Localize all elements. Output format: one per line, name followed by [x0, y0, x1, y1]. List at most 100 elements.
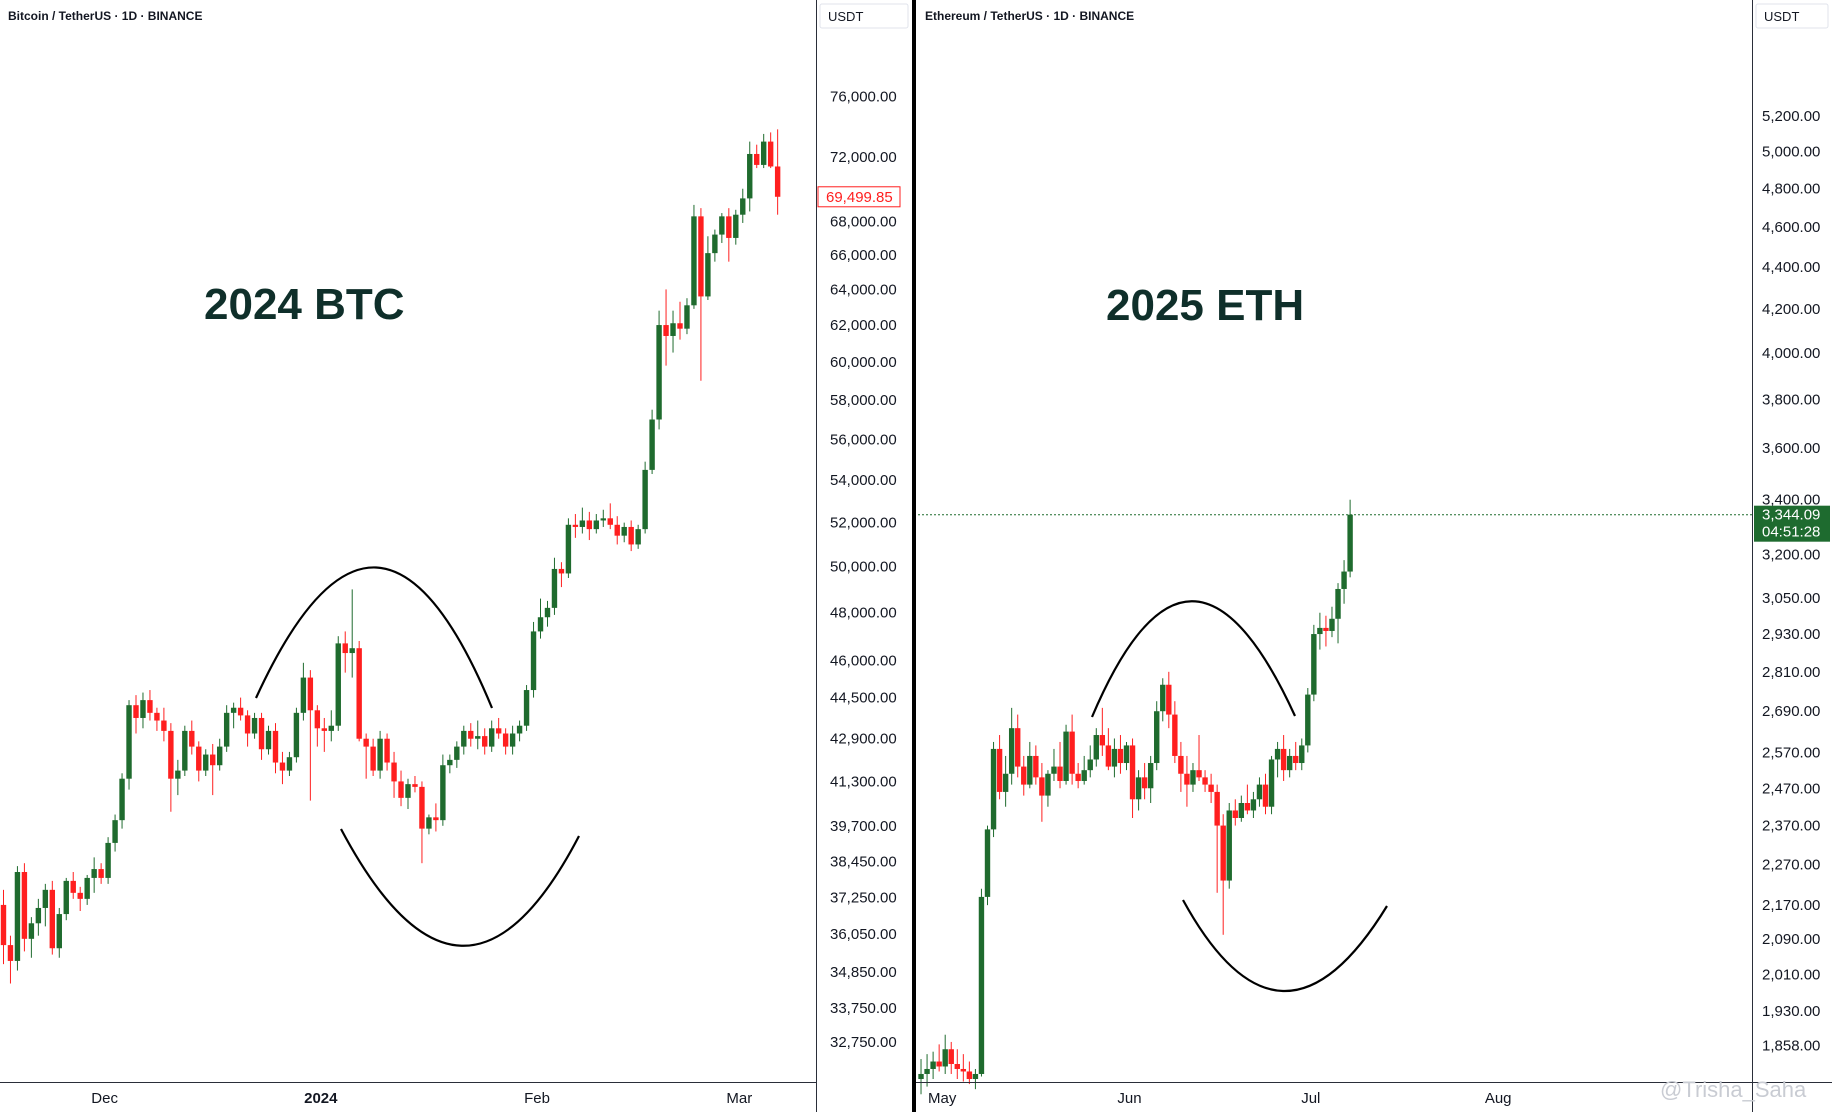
btc-candle: [335, 636, 341, 731]
btc-candle-body: [614, 524, 620, 536]
eth-candle: [1045, 770, 1051, 807]
eth-candle: [1129, 738, 1136, 818]
eth-candle-body: [1202, 777, 1208, 785]
btc-candle-body: [551, 568, 558, 608]
btc-time-axis[interactable]: Dec 2024 Feb Mar: [0, 1082, 816, 1108]
btc-y-tick-label: 37,250.00: [830, 889, 897, 906]
eth-candle-body: [1021, 766, 1027, 785]
eth-candle-body: [1105, 745, 1112, 767]
btc-y-tick-label: 42,900.00: [830, 731, 897, 748]
eth-chart-panel[interactable]: Ethereum / TetherUS · 1D · BINANCE 2025 …: [918, 9, 1752, 1095]
btc-candle-body: [35, 907, 42, 924]
btc-y-tick-label: 44,500.00: [830, 690, 897, 707]
eth-symbol-header[interactable]: Ethereum / TetherUS · 1D · BINANCE: [925, 9, 1134, 23]
eth-candle-body: [1226, 810, 1232, 881]
btc-candle: [600, 509, 606, 527]
btc-candle-body: [760, 141, 767, 165]
btc-candle: [572, 514, 579, 538]
eth-y-tick-label: 3,050.00: [1762, 590, 1820, 607]
btc-y-tick-label: 32,750.00: [830, 1034, 897, 1051]
btc-candle-body: [286, 757, 293, 771]
btc-last-price-badge: 69,499.85: [817, 186, 901, 208]
eth-candle: [1274, 741, 1281, 778]
btc-candle: [223, 705, 230, 752]
btc-candle: [328, 710, 334, 742]
eth-candle-body: [1347, 514, 1353, 572]
btc-candle-body: [196, 746, 202, 771]
eth-candle-body: [1051, 766, 1057, 774]
eth-candle-body: [1184, 773, 1190, 785]
btc-candle-body: [154, 712, 160, 721]
eth-time-axis[interactable]: May Jun Jul Aug: [916, 1082, 1832, 1108]
eth-candle: [924, 1054, 930, 1087]
eth-candle: [1293, 741, 1299, 771]
eth-candle-body: [1214, 791, 1220, 826]
eth-candle: [1329, 606, 1335, 638]
btc-candle-body: [112, 820, 118, 843]
btc-candle: [412, 775, 418, 793]
btc-candle: [670, 310, 676, 353]
eth-candle: [1214, 784, 1220, 893]
btc-chart-panel[interactable]: Bitcoin / TetherUS · 1D · BINANCE 2024 B…: [0, 9, 781, 984]
btc-candle-body: [600, 518, 606, 521]
eth-candle: [1051, 748, 1057, 781]
eth-candle-body: [1033, 755, 1039, 778]
btc-candle: [558, 562, 565, 588]
btc-x-tick-label: Mar: [726, 1090, 752, 1107]
btc-candle-body: [537, 617, 544, 632]
eth-y-tick-label: 2,090.00: [1762, 931, 1820, 948]
btc-y-ticks: 76,000.00 72,000.00 68,000.00 66,000.00 64,0…: [830, 88, 897, 1051]
btc-candle: [530, 621, 537, 698]
btc-candle: [691, 204, 697, 309]
btc-y-tick-label: 52,000.00: [830, 515, 897, 532]
btc-candle-body: [544, 607, 551, 618]
btc-candle-body: [244, 715, 251, 734]
eth-candle: [1286, 748, 1293, 778]
btc-candle-body: [712, 234, 718, 254]
eth-candle: [1238, 795, 1245, 822]
btc-candle-body: [607, 518, 613, 525]
btc-candle: [321, 717, 328, 752]
btc-candle: [614, 516, 620, 545]
eth-candle: [1232, 799, 1238, 826]
eth-candle: [996, 735, 1003, 800]
eth-candle-body: [1160, 684, 1166, 712]
btc-candle-body: [447, 759, 453, 766]
btc-symbol-header[interactable]: Bitcoin / TetherUS · 1D · BINANCE: [8, 9, 202, 23]
btc-unit-badge[interactable]: [819, 3, 909, 29]
eth-price-axis[interactable]: USDT 5,200.00 5,000.00 4,800.00 4,600.00 4,4…: [1752, 0, 1831, 1112]
btc-candle-body: [258, 717, 265, 750]
eth-unit-badge[interactable]: [1755, 3, 1829, 29]
btc-x-tick-label: Dec: [91, 1090, 118, 1107]
eth-candle: [984, 825, 991, 906]
eth-candle: [1093, 728, 1099, 767]
btc-candle: [244, 710, 251, 747]
eth-candle: [1347, 499, 1353, 578]
btc-candle: [398, 770, 404, 807]
btc-candle: [210, 743, 216, 796]
btc-y-tick-label: 33,750.00: [830, 1000, 897, 1017]
btc-y-tick-label: 62,000.00: [830, 317, 897, 334]
eth-candle-body: [1147, 763, 1154, 789]
btc-candle-body: [530, 631, 537, 691]
btc-candle: [300, 662, 307, 721]
eth-candle: [1250, 791, 1257, 818]
btc-candle: [175, 759, 181, 796]
btc-candle-body: [203, 754, 209, 771]
btc-y-tick-label: 64,000.00: [830, 281, 897, 298]
eth-candle: [1002, 755, 1009, 807]
eth-candle-body: [966, 1071, 973, 1080]
eth-candle-body: [1274, 748, 1281, 760]
btc-candle-body: [70, 880, 76, 893]
btc-candle-body: [230, 707, 237, 713]
btc-candle: [286, 751, 293, 776]
eth-y-tick-label: 1,858.00: [1762, 1037, 1820, 1054]
btc-price-axis[interactable]: USDT 76,000.00 72,000.00 68,000.00 66,000.0…: [816, 0, 909, 1112]
btc-candle: [314, 705, 321, 747]
btc-candle-body: [300, 677, 307, 713]
btc-y-tick-label: 48,000.00: [830, 605, 897, 622]
btc-candle: [216, 738, 223, 771]
btc-candle: [293, 707, 300, 763]
btc-candle: [279, 751, 286, 785]
btc-candle-body: [488, 728, 495, 747]
